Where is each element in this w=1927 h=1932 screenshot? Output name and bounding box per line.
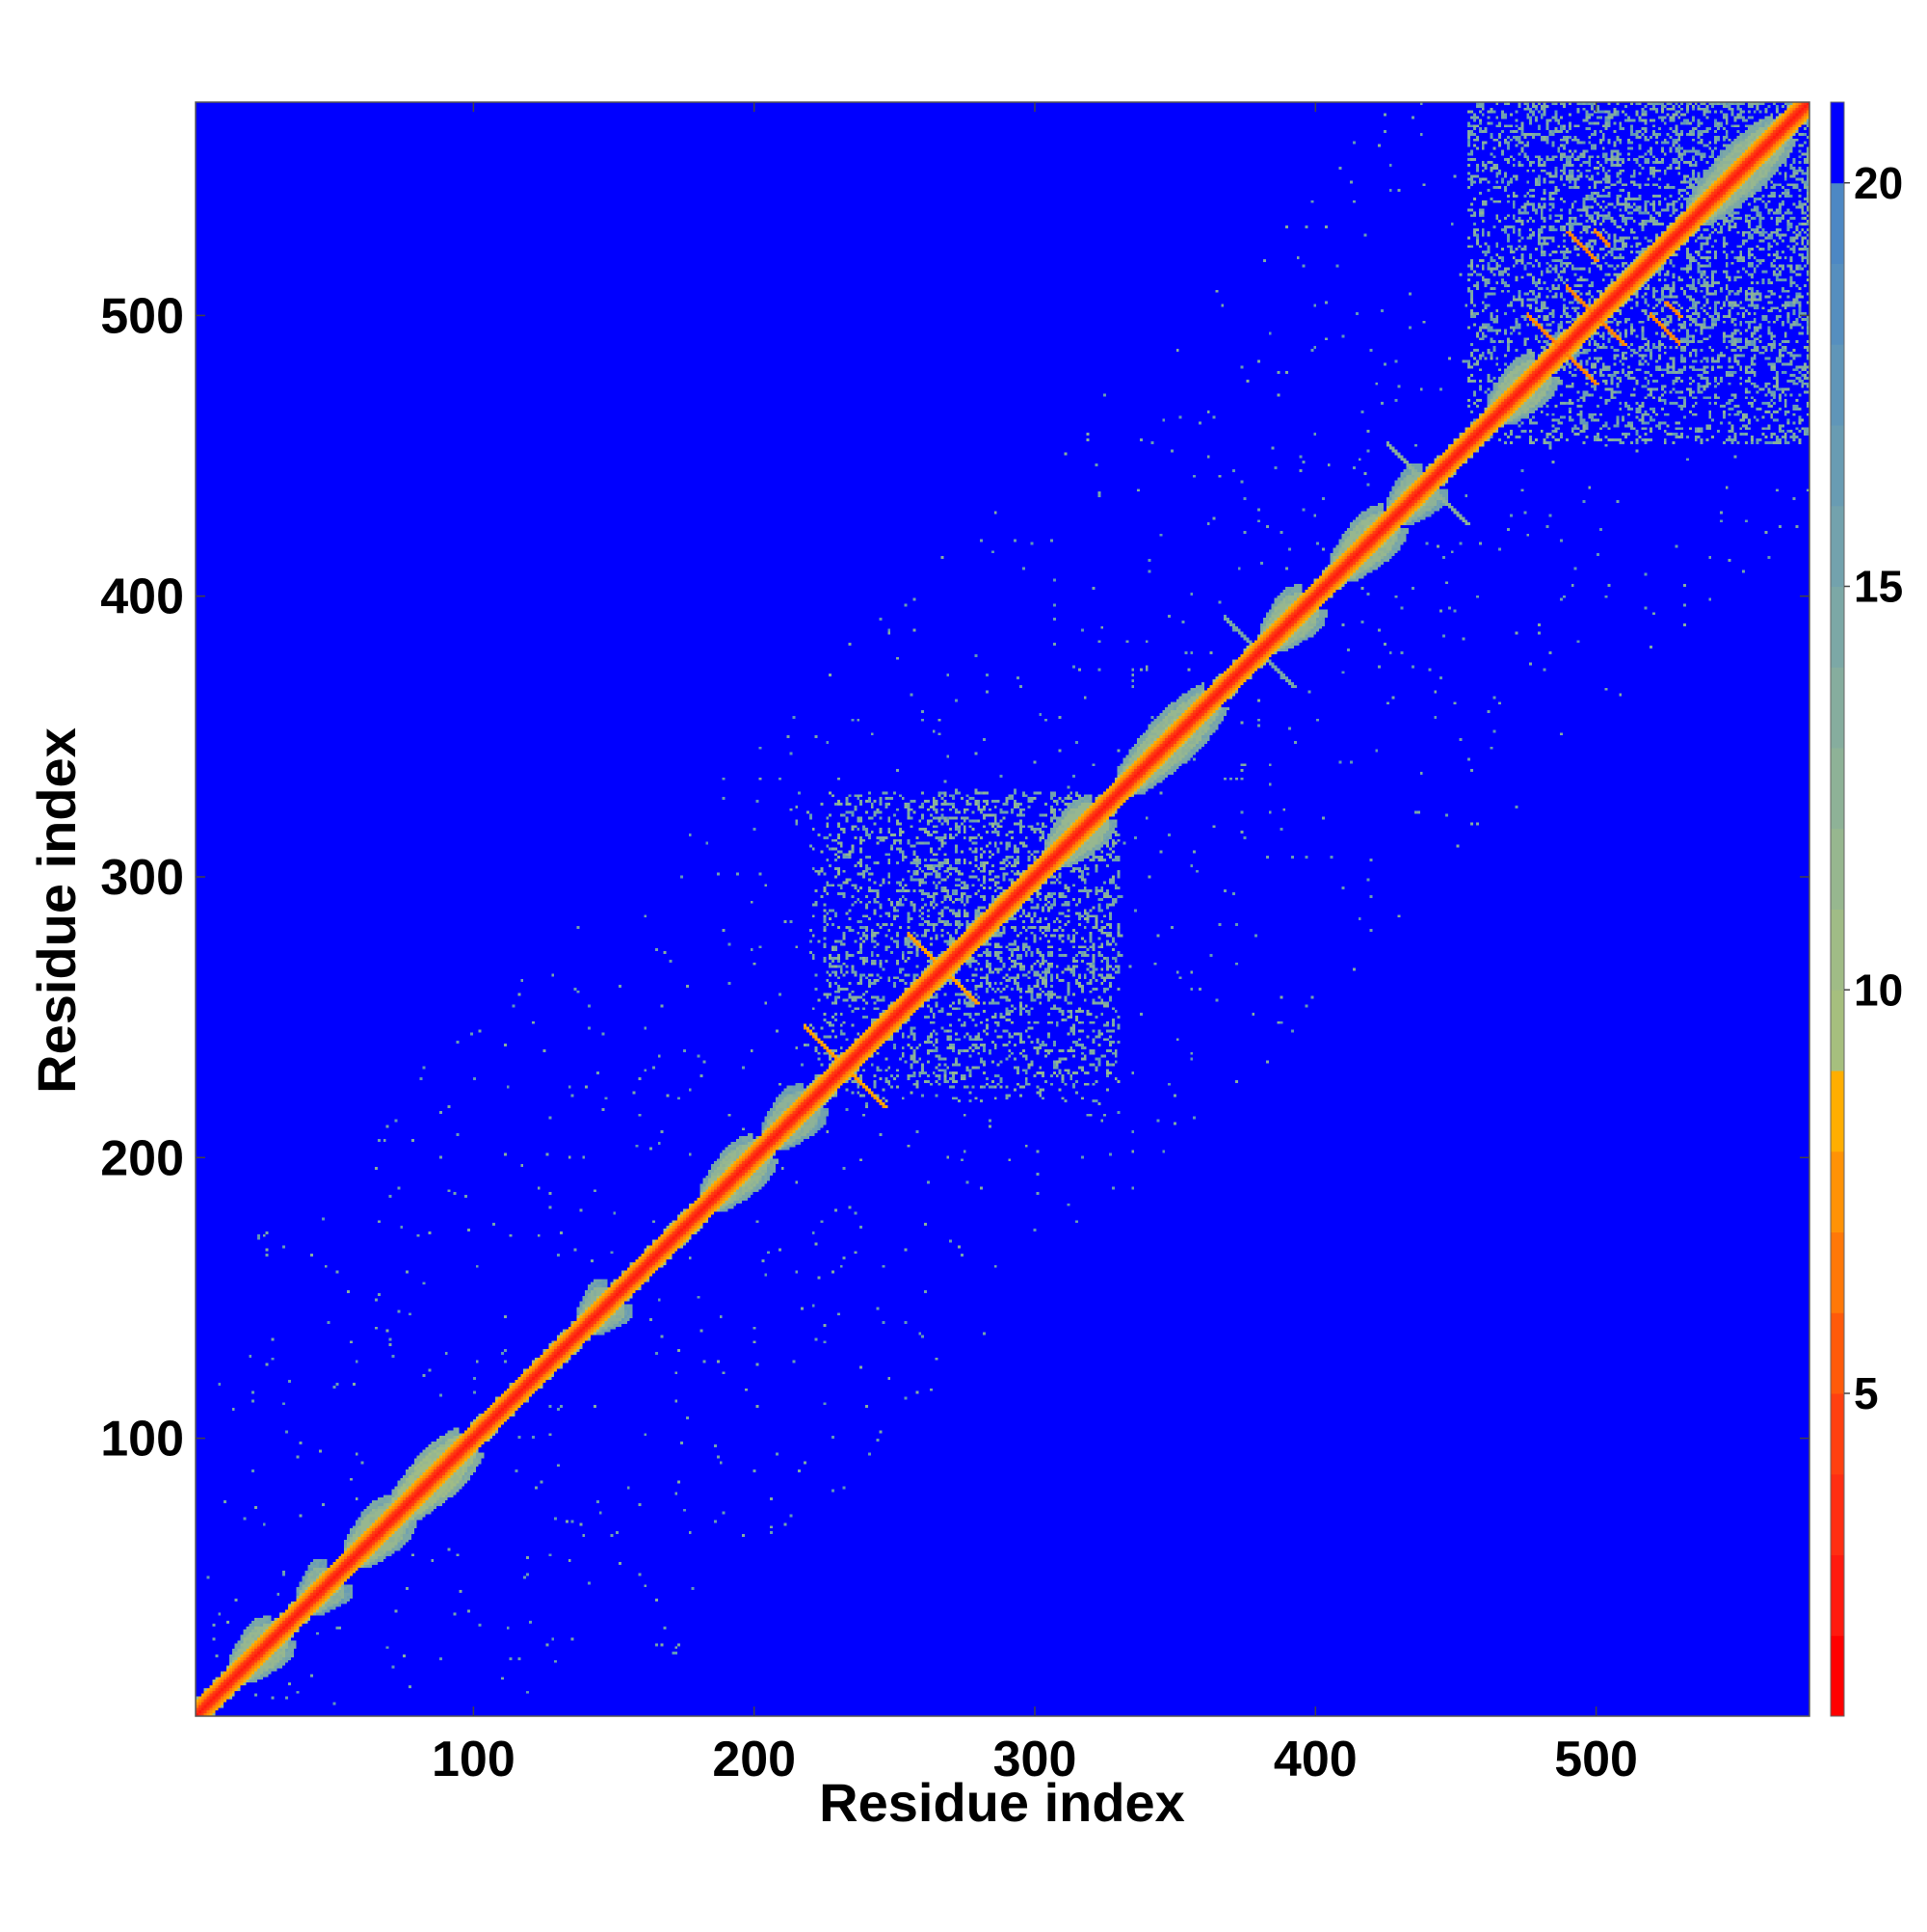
colorbar-segment [1831, 586, 1844, 668]
colorbar-segment [1831, 1312, 1844, 1394]
colorbar-tick-label: 5 [1854, 1368, 1879, 1418]
colorbar-segment [1831, 909, 1844, 991]
colorbar-tick-label: 20 [1854, 158, 1903, 208]
colorbar-tick-label: 15 [1854, 562, 1903, 612]
colorbar-segment [1831, 1554, 1844, 1636]
colorbar-segment [1831, 1231, 1844, 1313]
colorbar-tick-label: 10 [1854, 965, 1903, 1015]
colorbar-segment [1831, 828, 1844, 910]
x-tick-label: 300 [993, 1732, 1077, 1787]
colorbar-segment [1831, 344, 1844, 426]
heatmap-cells [196, 102, 1809, 1716]
x-tick-label: 100 [432, 1732, 515, 1787]
colorbar-segment [1831, 1151, 1844, 1232]
colorbar-segment [1831, 263, 1844, 345]
colorbar: 5 10 15 20 [1830, 101, 1903, 1717]
y-tick-label: 500 [100, 288, 184, 344]
y-tick-label: 200 [100, 1130, 184, 1186]
colorbar-segment [1831, 505, 1844, 587]
x-tick-label: 400 [1274, 1732, 1358, 1787]
colorbar-segment [1831, 748, 1844, 830]
y-tick-label: 100 [100, 1412, 184, 1468]
colorbar-segment [1831, 1393, 1844, 1475]
colorbar-segment [1831, 667, 1844, 749]
colorbar-frame [1830, 101, 1845, 1717]
x-tick-label: 500 [1554, 1732, 1638, 1787]
colorbar-segment [1831, 1473, 1844, 1555]
colorbar-segment [1831, 182, 1844, 264]
colorbar-segment [1831, 1071, 1844, 1152]
plot-frame [195, 101, 1810, 1717]
colorbar-segment [1831, 102, 1844, 184]
colorbar-segment [1831, 425, 1844, 507]
y-axis-label: Residue index [26, 728, 87, 1094]
colorbar-segment [1831, 1635, 1844, 1717]
colorbar-segment [1831, 990, 1844, 1072]
y-tick-label: 300 [100, 850, 184, 906]
y-tick-label: 400 [100, 569, 184, 625]
axes: 100 200 300 400 500 100 200 300 400 500 [100, 101, 1810, 1787]
x-axis-label: Residue index [819, 1772, 1185, 1833]
heatmap-matrix-image [196, 102, 1809, 1716]
x-tick-label: 200 [712, 1732, 796, 1787]
